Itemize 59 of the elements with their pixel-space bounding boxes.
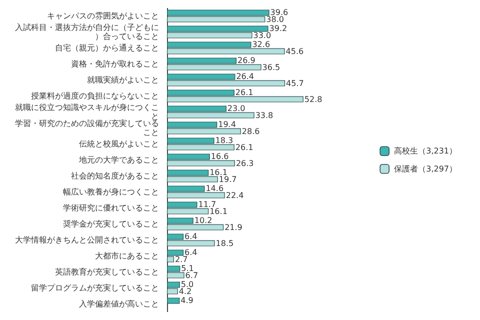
data-label: 4.9 xyxy=(180,296,194,306)
y-tick-label: 学習・研究のための設備が充実していること xyxy=(15,119,159,137)
data-label: 16.1 xyxy=(210,206,228,216)
data-label: 38.0 xyxy=(266,14,284,24)
data-label: 10.2 xyxy=(194,216,212,226)
data-label: 26.1 xyxy=(235,88,254,98)
data-label: 26.1 xyxy=(235,142,254,152)
y-tick-label: 伝統と校風がよいこと xyxy=(79,140,159,148)
y-tick-label: 奨学金が充実していること xyxy=(63,220,159,228)
y-tick-label: 就職実績がよいこと xyxy=(87,76,159,84)
data-label: 5.0 xyxy=(180,280,194,290)
data-label: 45.6 xyxy=(286,46,304,56)
y-tick-label: 資格・免許が取れること xyxy=(71,60,159,68)
data-label: 6.7 xyxy=(185,270,198,280)
y-tick-label: 自宅（親元）から通えること xyxy=(55,44,159,52)
data-label: 32.6 xyxy=(252,40,270,50)
data-label: 22.4 xyxy=(226,190,244,200)
y-tick-label: キャンパスの雰囲気がよいこと xyxy=(47,12,159,20)
data-label: 36.5 xyxy=(262,62,280,72)
data-label: 18.3 xyxy=(215,136,234,146)
data-label: 2.7 xyxy=(174,254,188,264)
y-tick-label: 幅広い教養が身につくこと xyxy=(63,188,159,196)
data-label: 6.4 xyxy=(184,248,198,258)
data-label: 4.2 xyxy=(178,286,192,296)
data-label: 21.9 xyxy=(224,222,242,232)
data-label: 45.7 xyxy=(286,78,304,88)
data-label: 19.7 xyxy=(218,174,237,184)
data-label: 33.0 xyxy=(253,30,272,40)
data-label: 33.8 xyxy=(255,110,274,120)
data-label: 5.1 xyxy=(181,264,194,274)
y-tick-label: 英語教育が充実していること xyxy=(55,268,159,276)
data-label: 26.9 xyxy=(237,56,256,66)
y-tick-label: 就職に役立つ知識やスキルが身につくこと xyxy=(15,103,159,121)
data-label: 11.7 xyxy=(198,200,216,210)
data-label: 28.6 xyxy=(242,126,260,136)
legend-label: 高校生（3,231） xyxy=(394,146,458,156)
y-tick-label: 地元の大学であること xyxy=(78,156,159,164)
bar xyxy=(167,298,180,304)
data-label: 19.4 xyxy=(218,120,236,130)
y-tick-label: 入試科目・選抜方法が自分に（子どもに）合っていること xyxy=(15,23,159,41)
y-tick-label: 社会的知名度があること xyxy=(71,172,159,180)
legend-label: 保護者（3,297） xyxy=(394,164,458,174)
data-label: 39.2 xyxy=(269,24,288,34)
y-tick-label: 授業料が過度の負担にならないこと xyxy=(31,92,159,100)
data-label: 39.6 xyxy=(270,8,288,18)
data-label: 23.0 xyxy=(227,104,246,114)
data-label: 26.4 xyxy=(236,72,254,82)
y-tick-label: 入学偏差値が高いこと xyxy=(79,300,159,308)
y-tick-label: 留学プログラムが充実していること xyxy=(31,284,159,292)
data-label: 14.6 xyxy=(206,184,224,194)
y-tick-label: 学術研究に優れていること xyxy=(63,204,159,212)
data-label: 16.6 xyxy=(210,152,229,162)
data-label: 6.4 xyxy=(184,232,198,242)
data-label: 18.5 xyxy=(216,238,234,248)
data-label: 52.8 xyxy=(304,94,322,104)
y-tick-label: 大学情報がきちんと公開されていること xyxy=(15,236,159,244)
y-tick-label: 大都市にあること xyxy=(95,252,159,260)
data-label: 26.3 xyxy=(236,158,254,168)
data-label: 16.1 xyxy=(210,168,228,178)
